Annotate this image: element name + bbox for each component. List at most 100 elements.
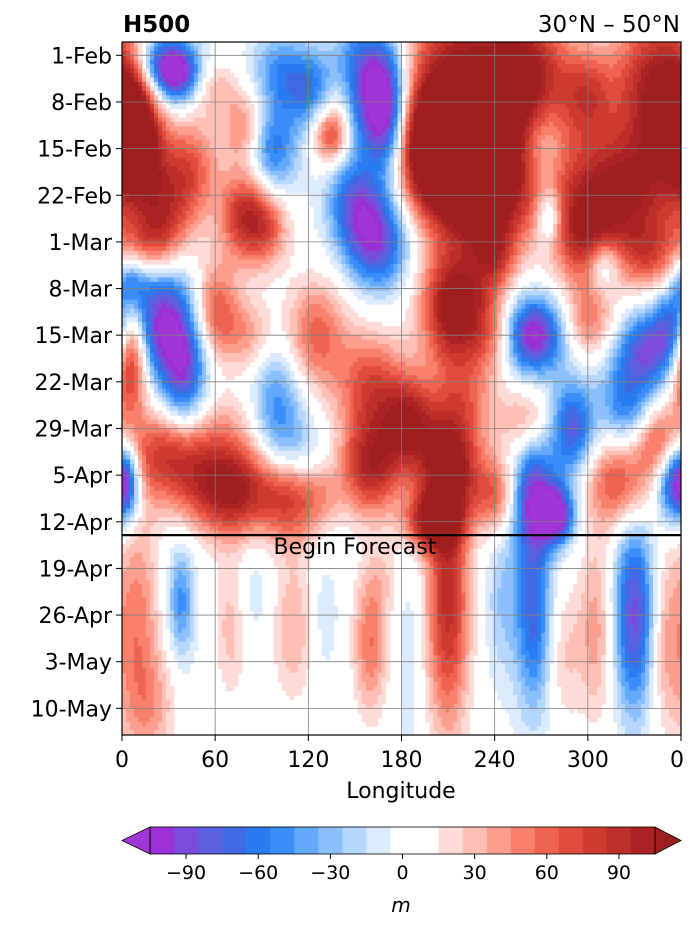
heatmap-cell — [245, 139, 251, 145]
heatmap-cell — [497, 179, 502, 185]
heatmap-cell — [421, 126, 427, 132]
heatmap-cell — [445, 175, 451, 181]
heatmap-cell — [141, 68, 147, 74]
heatmap-cell — [393, 81, 399, 88]
heatmap-cell — [657, 73, 662, 79]
heatmap-cell — [493, 59, 498, 65]
heatmap-cell — [209, 130, 215, 136]
heatmap-cell — [301, 86, 307, 92]
heatmap-cell — [561, 148, 566, 154]
heatmap-cell — [177, 170, 183, 176]
heatmap-cell — [189, 135, 195, 141]
heatmap-cell — [677, 86, 681, 92]
heatmap-cell — [537, 161, 542, 167]
heatmap-cell — [257, 179, 263, 185]
heatmap-cell — [661, 153, 666, 159]
heatmap-cell — [185, 175, 191, 181]
heatmap-cell — [593, 166, 598, 172]
heatmap-cell — [649, 139, 654, 145]
heatmap-cell — [161, 130, 167, 136]
heatmap-cell — [145, 161, 151, 167]
heatmap-cell — [441, 175, 447, 181]
heatmap-cell — [133, 117, 139, 123]
heatmap-cell — [409, 64, 415, 70]
heatmap-cell — [329, 86, 335, 92]
heatmap-cell — [589, 153, 594, 159]
heatmap-cell — [337, 179, 343, 185]
heatmap-cell — [661, 130, 666, 136]
heatmap-cell — [233, 104, 239, 110]
heatmap-cell — [257, 95, 263, 101]
heatmap-cell — [493, 73, 498, 79]
heatmap-cell — [649, 113, 654, 119]
heatmap-cell — [125, 117, 131, 123]
heatmap-cell — [129, 175, 135, 181]
heatmap-cell — [325, 42, 331, 48]
heatmap-cell — [589, 188, 594, 194]
heatmap-cell — [461, 117, 466, 123]
heatmap-cell — [469, 46, 474, 52]
heatmap-cell — [645, 197, 650, 203]
heatmap-cell — [485, 73, 490, 79]
heatmap-cell — [373, 90, 379, 96]
heatmap-cell — [181, 68, 187, 74]
heatmap-cell — [333, 206, 339, 212]
heatmap-cell — [545, 95, 550, 101]
heatmap-cell — [385, 55, 391, 61]
heatmap-cell — [457, 117, 462, 123]
heatmap-cell — [197, 117, 203, 123]
heatmap-cell — [673, 170, 678, 176]
heatmap-cell — [493, 170, 498, 176]
heatmap-cell — [449, 42, 454, 48]
heatmap-cell — [677, 166, 681, 172]
heatmap-cell — [293, 139, 299, 145]
heatmap-cell — [177, 55, 183, 61]
heatmap-cell — [201, 175, 207, 181]
heatmap-cell — [365, 55, 371, 61]
heatmap-cell — [349, 175, 355, 181]
heatmap-cell — [345, 161, 351, 167]
heatmap-cell — [129, 126, 135, 132]
heatmap-cell — [465, 175, 470, 181]
heatmap-cell — [269, 50, 275, 56]
heatmap-cell — [601, 73, 606, 79]
heatmap-cell — [381, 139, 387, 145]
heatmap-cell — [277, 95, 283, 101]
heatmap-cell — [133, 95, 139, 101]
heatmap-cell — [533, 175, 538, 181]
heatmap-cell — [429, 139, 435, 145]
heatmap-cell — [505, 161, 510, 167]
heatmap-cell — [613, 81, 618, 88]
heatmap-cell — [513, 166, 518, 172]
heatmap-cell — [617, 148, 622, 154]
heatmap-cell — [397, 126, 403, 132]
heatmap-cell — [237, 206, 243, 212]
heatmap-cell — [565, 42, 570, 48]
heatmap-cell — [601, 90, 606, 96]
heatmap-cell — [501, 157, 506, 163]
heatmap-cell — [433, 113, 439, 119]
heatmap-cell — [589, 50, 594, 56]
heatmap-cell — [161, 144, 167, 150]
heatmap-cell — [229, 104, 235, 110]
heatmap-cell — [625, 68, 630, 74]
heatmap-cell — [549, 68, 554, 74]
heatmap-cell — [493, 184, 498, 190]
heatmap-cell — [161, 179, 167, 185]
heatmap-cell — [429, 153, 435, 159]
heatmap-cell — [549, 117, 554, 123]
heatmap-cell — [253, 90, 259, 96]
heatmap-cell — [153, 121, 159, 127]
heatmap-cell — [137, 135, 143, 141]
heatmap-cell — [297, 144, 303, 150]
heatmap-cell — [437, 113, 443, 119]
heatmap-cell — [457, 81, 462, 88]
heatmap-cell — [157, 197, 163, 203]
heatmap-cell — [461, 148, 466, 154]
heatmap-cell — [657, 153, 662, 159]
heatmap-cell — [153, 108, 159, 114]
heatmap-cell — [457, 46, 462, 52]
heatmap-cell — [149, 166, 155, 172]
heatmap-cell — [429, 126, 435, 132]
heatmap-cell — [125, 197, 131, 203]
